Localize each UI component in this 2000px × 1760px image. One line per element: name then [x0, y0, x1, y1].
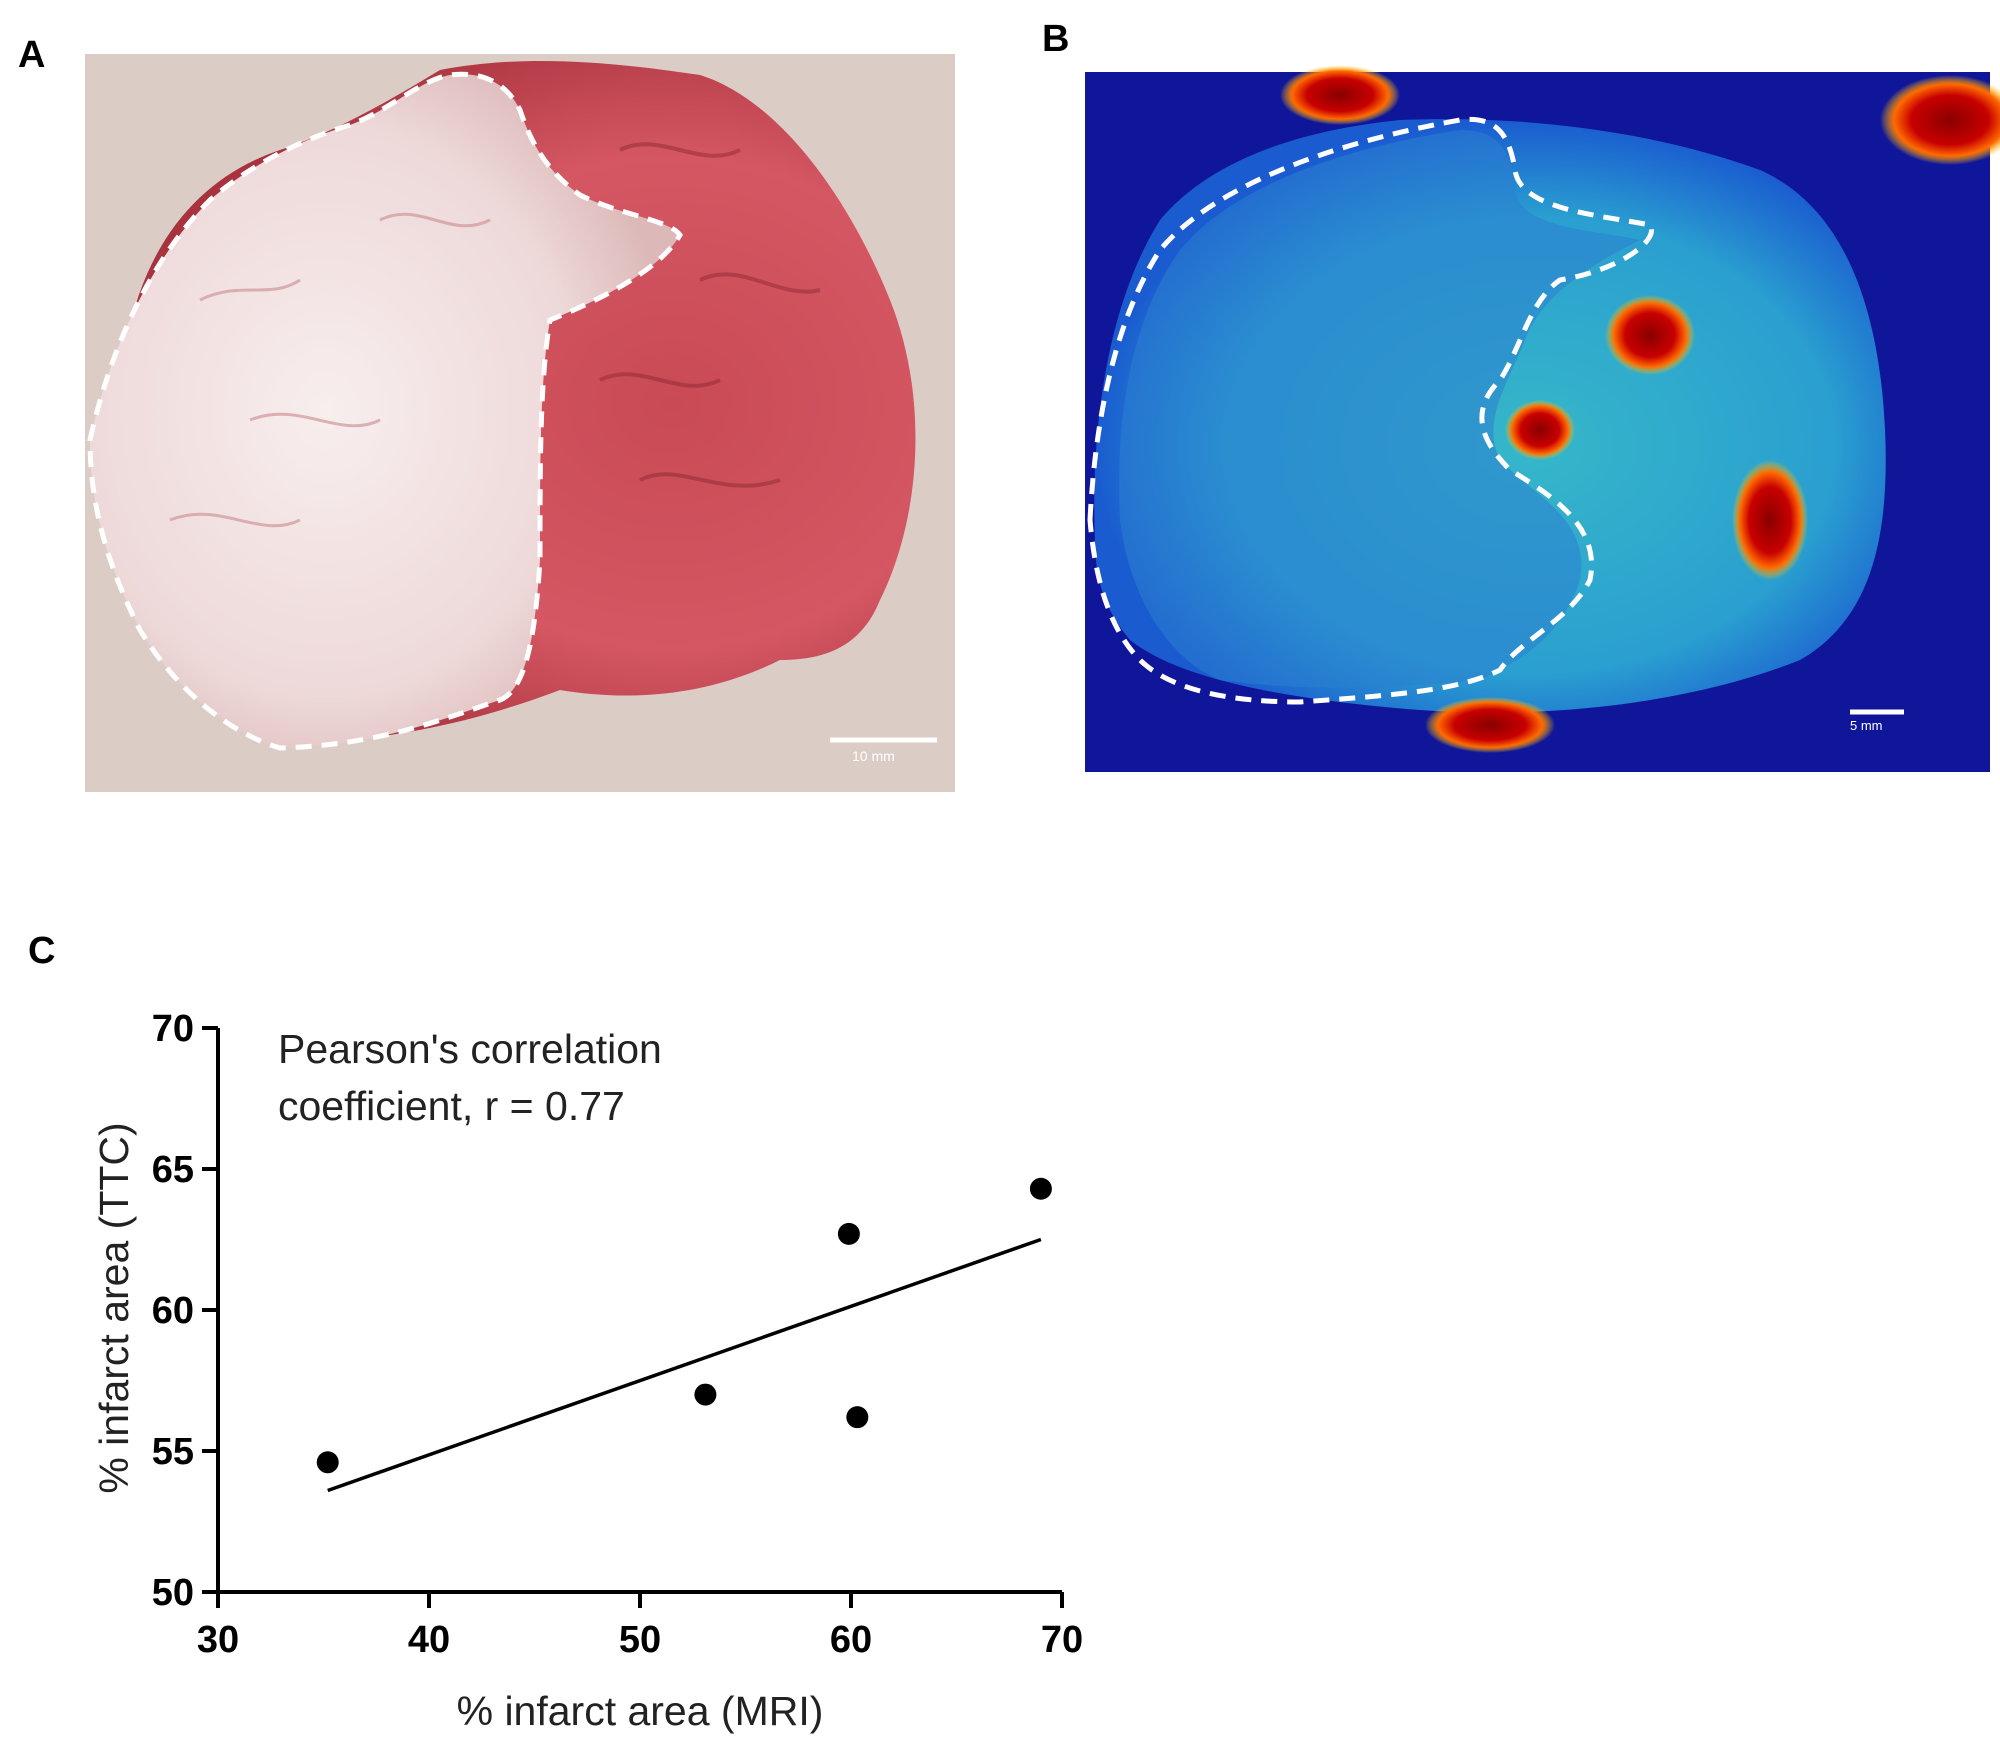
- x-tick-label: 50: [619, 1619, 661, 1661]
- chart-annotation-line-2: coefficient, r = 0.77: [278, 1083, 625, 1129]
- y-tick-label: 65: [152, 1149, 194, 1191]
- data-point: [1029, 1177, 1052, 1200]
- panel-label-c: C: [28, 930, 56, 972]
- fit-line-group: [327, 1237, 1042, 1493]
- panel-a-scale-bar-label: 10 mm: [852, 748, 895, 764]
- data-point: [316, 1451, 339, 1474]
- x-tick-label: 60: [830, 1619, 872, 1661]
- x-tick-label: 40: [408, 1619, 450, 1661]
- data-point: [694, 1383, 717, 1406]
- y-tick-label: 60: [152, 1290, 194, 1332]
- y-tick-label: 50: [152, 1572, 194, 1614]
- y-tick-label: 55: [152, 1431, 194, 1473]
- panel-label-b: B: [1042, 18, 1070, 60]
- y-axis-label: % infarct area (TTC): [91, 1122, 137, 1493]
- chart-annotation-line-1: Pearson's correlation: [278, 1026, 662, 1072]
- x-tick-label: 70: [1041, 1619, 1083, 1661]
- y-tick-label: 70: [152, 1008, 194, 1050]
- panel-b-scale-bar-label: 5 mm: [1850, 718, 1883, 733]
- fit-line: [327, 1237, 1042, 1493]
- x-axis-label: % infarct area (MRI): [457, 1688, 824, 1734]
- panel-label-a: A: [18, 34, 46, 76]
- data-point: [837, 1222, 860, 1245]
- data-point: [846, 1406, 869, 1429]
- chart-ticks: 50 55 60 65 70 30 40 50 60 70: [152, 1008, 1083, 1661]
- scatter-points: [316, 1177, 1052, 1474]
- x-tick-label: 30: [197, 1619, 239, 1661]
